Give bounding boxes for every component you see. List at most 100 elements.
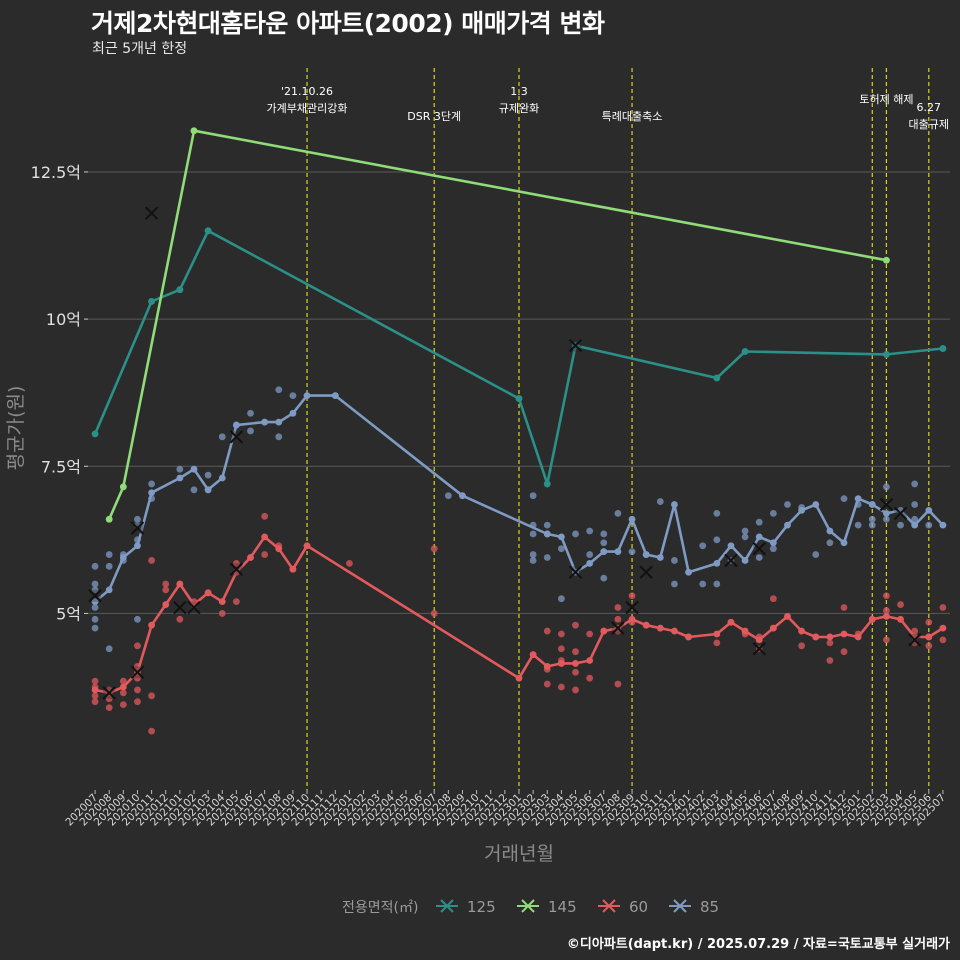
series-point-60 [586, 657, 594, 664]
trade-point-60 [614, 680, 622, 688]
axes: 5억7.5억10억12.5억20200720200820200920201020… [5, 163, 948, 865]
trade-point-85 [105, 562, 113, 570]
trade-point-60 [614, 604, 622, 611]
series-point-60 [812, 633, 820, 641]
trade-point-85 [656, 498, 664, 505]
series-point-85 [727, 542, 735, 550]
trade-point-85 [247, 427, 254, 435]
trade-point-60 [826, 639, 834, 647]
trade-point-85 [911, 515, 919, 523]
cancel-marker-85 [229, 430, 244, 444]
legend-swatch-x [440, 899, 454, 913]
event-label: 대출규제 [909, 118, 949, 131]
series-point-60 [939, 624, 947, 632]
trade-point-60 [614, 615, 622, 623]
trade-point-60 [148, 557, 155, 564]
cancel-marker-stroke [752, 541, 766, 556]
series-point-60 [529, 651, 537, 659]
legend-item-145: 145 [517, 898, 577, 916]
series-point-60 [218, 598, 226, 606]
trade-point-85 [572, 530, 579, 538]
event-label: '21.10.26 [281, 85, 333, 98]
series-point-60 [671, 627, 678, 635]
trade-point-85 [826, 539, 834, 547]
y-axis-title: 평균가(원) [5, 386, 27, 471]
series-point-85 [148, 489, 155, 497]
trade-point-60 [557, 683, 565, 691]
trade-point-60 [572, 648, 579, 656]
cancel-marker-stroke [102, 686, 116, 700]
series-point-60 [826, 633, 834, 641]
cancel-marker-60 [893, 506, 908, 521]
trade-point-85 [883, 483, 890, 491]
cancel-marker-stroke [568, 565, 583, 579]
cancel-marker-stroke [130, 521, 145, 535]
trade-point-60 [91, 677, 99, 685]
series-point-60 [685, 633, 692, 641]
trade-point-60 [162, 586, 170, 594]
series-point-60 [600, 627, 608, 635]
y-tick-label: 7.5억 [41, 457, 81, 476]
trade-point-85 [840, 495, 848, 503]
trade-point-60 [105, 704, 113, 711]
trade-point-60 [261, 551, 269, 558]
series-point-60 [656, 624, 664, 632]
series-point-60 [176, 580, 184, 588]
series-point-60 [543, 662, 551, 670]
cancel-marker-60 [752, 642, 766, 656]
cancel-marker-60 [130, 665, 145, 679]
cancel-marker-85 [88, 589, 102, 603]
trade-point-85 [868, 515, 876, 523]
series-point-60 [798, 627, 806, 635]
trade-point-85 [614, 509, 622, 517]
series-point-60 [784, 612, 791, 620]
trade-point-60 [430, 610, 438, 617]
trade-point-60 [176, 615, 184, 623]
trade-point-85 [699, 580, 707, 588]
trade-point-85 [91, 580, 99, 588]
trade-point-60 [840, 648, 848, 656]
series-point-60 [883, 612, 890, 620]
series-line-60 [94, 535, 944, 695]
cancel-marker-stroke [173, 600, 187, 615]
cancel-marker-stroke [88, 589, 102, 603]
legend-label: 85 [700, 898, 719, 916]
legend-item-60: 60 [598, 898, 648, 916]
trade-point-85 [769, 545, 777, 553]
cancel-marker-stroke [639, 565, 653, 579]
series-point-125 [91, 430, 99, 438]
series-point-60 [727, 618, 735, 626]
trade-point-60 [148, 692, 155, 700]
series-point-85 [105, 586, 113, 594]
series-point-85 [911, 521, 919, 529]
series-point-60 [204, 589, 212, 597]
trade-point-85 [854, 521, 862, 529]
trade-point-60 [119, 677, 127, 685]
trade-point-85 [134, 615, 141, 623]
trade-point-85 [925, 521, 933, 529]
cancel-marker-stroke [752, 642, 766, 656]
trade-point-85 [176, 465, 184, 473]
trade-point-85 [444, 492, 452, 500]
series-point-60 [741, 627, 749, 635]
cancel-marker-stroke [229, 430, 244, 444]
trade-point-60 [91, 698, 99, 706]
cancel-marker-85 [130, 521, 145, 535]
series-point-60 [289, 565, 297, 573]
cancel-marker-85 [568, 565, 583, 579]
trade-point-60 [586, 674, 594, 682]
cancel-marker-stroke [229, 562, 244, 576]
legend-title: 전용면적(㎡) [342, 900, 418, 916]
series-point-60 [162, 601, 170, 608]
trade-point-85 [105, 645, 113, 653]
series-point-85 [868, 501, 876, 508]
trade-point-85 [91, 615, 99, 623]
trade-point-85 [911, 480, 919, 488]
trade-point-85 [741, 527, 749, 535]
series-point-125 [939, 345, 947, 352]
trade-point-85 [671, 557, 678, 564]
series-point-85 [261, 418, 269, 426]
series-point-85 [289, 409, 297, 417]
